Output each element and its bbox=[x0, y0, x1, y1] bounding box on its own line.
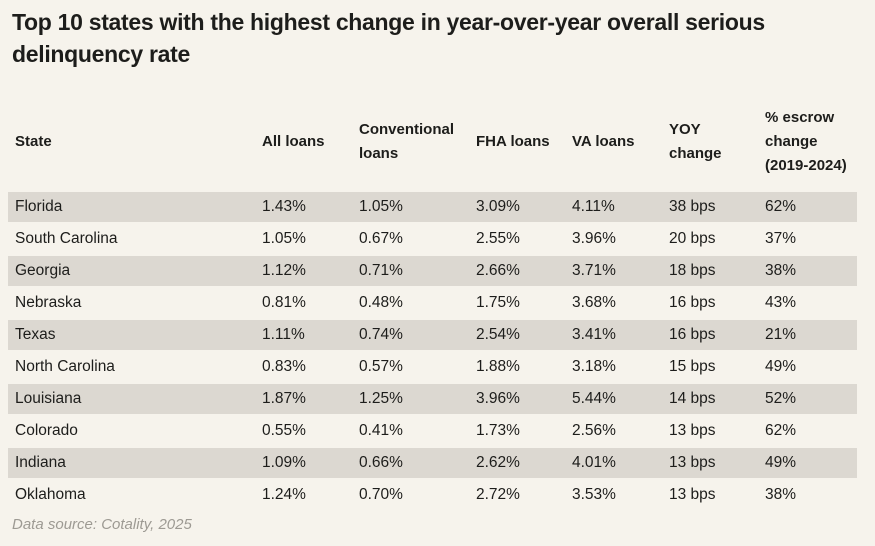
cell-state: Indiana bbox=[8, 448, 255, 480]
cell-yoy-change: 13 bps bbox=[662, 416, 758, 448]
cell-va-loans: 3.96% bbox=[565, 224, 662, 256]
table-row: Colorado 0.55% 0.41% 1.73% 2.56% 13 bps 62% bbox=[8, 416, 857, 448]
cell-fha-loans: 2.66% bbox=[469, 256, 565, 288]
cell-va-loans: 3.53% bbox=[565, 480, 662, 512]
cell-va-loans: 5.44% bbox=[565, 384, 662, 416]
cell-va-loans: 3.41% bbox=[565, 320, 662, 352]
cell-state: Oklahoma bbox=[8, 480, 255, 512]
cell-escrow-change: 38% bbox=[758, 480, 857, 512]
cell-fha-loans: 2.54% bbox=[469, 320, 565, 352]
cell-va-loans: 4.01% bbox=[565, 448, 662, 480]
cell-conventional-loans: 0.41% bbox=[352, 416, 469, 448]
cell-state: Texas bbox=[8, 320, 255, 352]
cell-fha-loans: 1.75% bbox=[469, 288, 565, 320]
column-header-fha-loans: FHA loans bbox=[476, 133, 550, 150]
column-header-yoy-change: YOY change bbox=[669, 121, 722, 162]
table-row: North Carolina 0.83% 0.57% 1.88% 3.18% 15 bps… bbox=[8, 352, 857, 384]
data-source-note: Data source: Cotality, 2025 bbox=[12, 516, 192, 533]
cell-escrow-change: 62% bbox=[758, 192, 857, 224]
cell-escrow-change: 62% bbox=[758, 416, 857, 448]
cell-all-loans: 1.24% bbox=[255, 480, 352, 512]
cell-escrow-change: 49% bbox=[758, 352, 857, 384]
table-row: Indiana 1.09% 0.66% 2.62% 4.01% 13 bps 49% bbox=[8, 448, 857, 480]
cell-state: South Carolina bbox=[8, 224, 255, 256]
cell-fha-loans: 2.62% bbox=[469, 448, 565, 480]
cell-va-loans: 4.11% bbox=[565, 192, 662, 224]
column-header-all-loans: All loans bbox=[262, 133, 325, 150]
table-row: Nebraska 0.81% 0.48% 1.75% 3.68% 16 bps 43% bbox=[8, 288, 857, 320]
cell-fha-loans: 3.96% bbox=[469, 384, 565, 416]
cell-conventional-loans: 1.05% bbox=[352, 192, 469, 224]
cell-va-loans: 3.68% bbox=[565, 288, 662, 320]
column-header-state: State bbox=[15, 133, 52, 150]
cell-all-loans: 1.12% bbox=[255, 256, 352, 288]
cell-state: Georgia bbox=[8, 256, 255, 288]
cell-escrow-change: 21% bbox=[758, 320, 857, 352]
cell-yoy-change: 15 bps bbox=[662, 352, 758, 384]
cell-state: Louisiana bbox=[8, 384, 255, 416]
cell-conventional-loans: 1.25% bbox=[352, 384, 469, 416]
table-row: Louisiana 1.87% 1.25% 3.96% 5.44% 14 bps 52% bbox=[8, 384, 857, 416]
cell-conventional-loans: 0.71% bbox=[352, 256, 469, 288]
cell-yoy-change: 20 bps bbox=[662, 224, 758, 256]
cell-state: Florida bbox=[8, 192, 255, 224]
cell-fha-loans: 2.55% bbox=[469, 224, 565, 256]
table-row: Florida 1.43% 1.05% 3.09% 4.11% 38 bps 62% bbox=[8, 192, 857, 224]
column-header-va-loans: VA loans bbox=[572, 133, 635, 150]
cell-escrow-change: 49% bbox=[758, 448, 857, 480]
table-row: Texas 1.11% 0.74% 2.54% 3.41% 16 bps 21% bbox=[8, 320, 857, 352]
cell-all-loans: 1.87% bbox=[255, 384, 352, 416]
cell-yoy-change: 18 bps bbox=[662, 256, 758, 288]
cell-escrow-change: 52% bbox=[758, 384, 857, 416]
cell-yoy-change: 16 bps bbox=[662, 288, 758, 320]
cell-yoy-change: 16 bps bbox=[662, 320, 758, 352]
cell-conventional-loans: 0.48% bbox=[352, 288, 469, 320]
delinquency-table: State All loans Conventional loans FHA l… bbox=[8, 92, 857, 512]
cell-va-loans: 2.56% bbox=[565, 416, 662, 448]
cell-all-loans: 1.05% bbox=[255, 224, 352, 256]
table-row: Oklahoma 1.24% 0.70% 2.72% 3.53% 13 bps 38% bbox=[8, 480, 857, 512]
page-title: Top 10 states with the highest change in… bbox=[12, 9, 765, 67]
cell-escrow-change: 38% bbox=[758, 256, 857, 288]
cell-yoy-change: 14 bps bbox=[662, 384, 758, 416]
cell-escrow-change: 37% bbox=[758, 224, 857, 256]
cell-all-loans: 0.81% bbox=[255, 288, 352, 320]
cell-yoy-change: 38 bps bbox=[662, 192, 758, 224]
table-row: Georgia 1.12% 0.71% 2.66% 3.71% 18 bps 38% bbox=[8, 256, 857, 288]
cell-va-loans: 3.71% bbox=[565, 256, 662, 288]
cell-va-loans: 3.18% bbox=[565, 352, 662, 384]
cell-conventional-loans: 0.57% bbox=[352, 352, 469, 384]
cell-all-loans: 1.09% bbox=[255, 448, 352, 480]
cell-conventional-loans: 0.74% bbox=[352, 320, 469, 352]
cell-fha-loans: 1.73% bbox=[469, 416, 565, 448]
cell-all-loans: 1.11% bbox=[255, 320, 352, 352]
cell-state: Nebraska bbox=[8, 288, 255, 320]
cell-all-loans: 0.55% bbox=[255, 416, 352, 448]
cell-yoy-change: 13 bps bbox=[662, 448, 758, 480]
cell-state: North Carolina bbox=[8, 352, 255, 384]
column-header-conventional-loans: Conventional loans bbox=[359, 121, 455, 162]
column-header-escrow-change: % escrow change (2019-2024) bbox=[765, 109, 847, 174]
table-body: Florida 1.43% 1.05% 3.09% 4.11% 38 bps 62% Sout… bbox=[8, 192, 857, 512]
cell-fha-loans: 3.09% bbox=[469, 192, 565, 224]
table-header-row: State All loans Conventional loans FHA l… bbox=[8, 92, 857, 192]
cell-conventional-loans: 0.67% bbox=[352, 224, 469, 256]
cell-all-loans: 0.83% bbox=[255, 352, 352, 384]
cell-all-loans: 1.43% bbox=[255, 192, 352, 224]
cell-yoy-change: 13 bps bbox=[662, 480, 758, 512]
cell-conventional-loans: 0.70% bbox=[352, 480, 469, 512]
cell-fha-loans: 2.72% bbox=[469, 480, 565, 512]
cell-conventional-loans: 0.66% bbox=[352, 448, 469, 480]
table-row: South Carolina 1.05% 0.67% 2.55% 3.96% 20 bps… bbox=[8, 224, 857, 256]
cell-state: Colorado bbox=[8, 416, 255, 448]
cell-fha-loans: 1.88% bbox=[469, 352, 565, 384]
cell-escrow-change: 43% bbox=[758, 288, 857, 320]
